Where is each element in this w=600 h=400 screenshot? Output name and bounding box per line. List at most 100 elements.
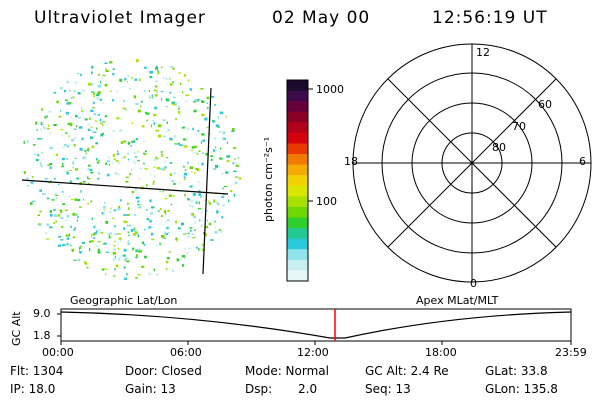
uv-pixel <box>64 155 67 157</box>
uv-pixel <box>214 104 217 106</box>
uv-pixel <box>55 220 57 223</box>
uv-pixel <box>198 247 200 251</box>
uv-pixel <box>26 177 29 180</box>
uv-pixel <box>104 62 108 64</box>
uv-pixel <box>233 193 236 197</box>
uv-pixel <box>138 78 141 82</box>
uv-pixel <box>31 200 35 202</box>
uv-pixel <box>118 161 121 165</box>
uv-pixel <box>81 241 85 244</box>
uv-pixel <box>174 143 178 145</box>
uv-pixel <box>153 122 156 125</box>
uv-pixel <box>112 73 115 76</box>
uv-pixel <box>178 72 181 74</box>
polar-diagonal-2 <box>387 78 557 248</box>
uv-pixel <box>119 129 123 132</box>
uv-pixel <box>89 168 93 172</box>
uv-pixel <box>46 223 50 226</box>
uv-pixel <box>142 140 146 142</box>
uv-pixel <box>120 199 122 202</box>
uv-pixel <box>41 152 43 154</box>
uv-pixel <box>53 209 56 211</box>
uv-pixel <box>87 183 90 185</box>
uv-pixel <box>68 169 73 171</box>
uv-pixel <box>87 148 90 152</box>
uv-pixel <box>113 240 116 242</box>
uv-pixel <box>169 83 173 86</box>
uv-pixel <box>127 141 131 145</box>
uv-pixel <box>183 256 186 259</box>
uv-pixel <box>166 121 168 124</box>
uv-pixel <box>30 181 34 184</box>
uv-pixel <box>56 197 58 200</box>
uv-pixel <box>205 210 208 212</box>
uv-pixel <box>167 231 170 234</box>
uv-pixel <box>168 194 172 197</box>
uv-pixel <box>73 90 76 93</box>
uv-pixel <box>235 164 239 167</box>
uv-pixel <box>103 202 105 204</box>
uv-pixel <box>181 144 184 147</box>
uv-pixel <box>201 133 205 136</box>
uv-pixel <box>87 202 89 205</box>
uv-pixel <box>125 257 128 260</box>
uv-pixel <box>208 222 211 226</box>
uv-pixel <box>75 114 78 118</box>
uv-pixel <box>226 160 230 163</box>
uv-pixel <box>128 212 132 215</box>
uv-pixel <box>136 59 139 63</box>
uv-pixel <box>162 119 166 121</box>
uv-pixel <box>92 101 95 104</box>
uv-pixel <box>192 237 196 239</box>
uv-pixel <box>74 198 77 201</box>
geographic-latitude: GLat: 33.8 <box>485 364 548 378</box>
uv-pixel <box>87 128 91 132</box>
uv-pixel <box>118 205 121 208</box>
uv-pixel <box>45 115 48 118</box>
uv-pixel <box>38 224 41 226</box>
uv-pixel <box>198 162 200 164</box>
uv-pixel <box>191 233 195 236</box>
uv-pixel <box>63 144 67 147</box>
uv-pixel <box>190 149 194 151</box>
uv-pixel <box>117 150 119 153</box>
uv-pixel <box>123 266 126 269</box>
uv-pixel <box>169 91 171 94</box>
uv-pixel <box>57 244 62 247</box>
uv-pixel <box>62 163 64 166</box>
uv-pixel <box>54 214 57 217</box>
uv-pixel <box>101 121 104 124</box>
uv-pixel <box>197 168 200 172</box>
uv-pixel <box>78 248 80 251</box>
uv-pixel <box>127 231 130 234</box>
uv-pixel <box>169 77 171 80</box>
uv-pixel <box>137 151 139 153</box>
uv-pixel <box>37 138 41 140</box>
uv-pixel <box>219 147 221 150</box>
uv-pixel <box>95 245 100 247</box>
mlat-mlt-polar-grid <box>352 43 592 283</box>
uv-pixel <box>109 61 113 64</box>
uv-pixel <box>165 213 167 215</box>
colorbar-band <box>287 80 308 92</box>
uv-pixel <box>84 150 87 152</box>
uv-pixel <box>197 181 200 184</box>
uv-pixel <box>72 236 76 239</box>
uv-pixel <box>162 135 166 137</box>
uv-pixel <box>188 247 191 250</box>
colorbar-band <box>287 164 308 176</box>
uv-pixel <box>175 237 178 241</box>
uv-pixel <box>79 251 83 253</box>
uv-pixel <box>132 151 137 154</box>
uv-pixel <box>108 210 112 214</box>
uv-pixel <box>61 134 63 137</box>
uv-pixel <box>157 71 160 74</box>
uv-pixel <box>184 100 188 103</box>
uv-pixel <box>216 201 219 204</box>
uv-pixel <box>26 140 29 143</box>
colorbar-frame <box>286 79 309 282</box>
uv-pixel <box>210 155 213 157</box>
uv-pixel <box>79 206 82 208</box>
uv-pixel <box>39 210 42 213</box>
uv-pixel <box>206 96 210 100</box>
